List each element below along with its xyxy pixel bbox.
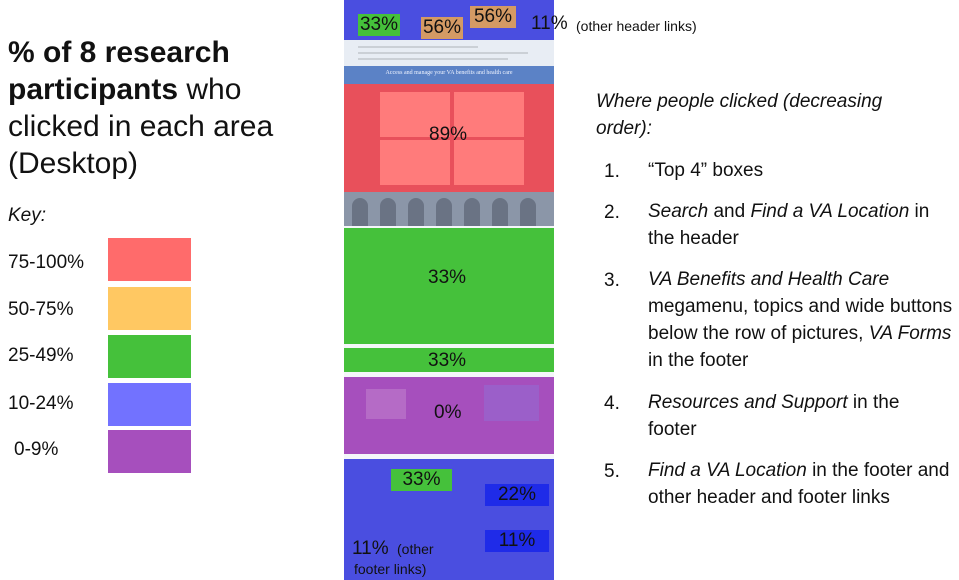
key-range-3: 25-49% <box>8 345 74 366</box>
list-heading: Where people clicked (decreasing order): <box>596 91 883 139</box>
list-item-3-em2: VA Forms <box>868 323 952 344</box>
list-item-3-t1: megamenu, topics and wide buttons below … <box>648 296 953 344</box>
list-item-3-em1: VA Benefits and Health Care <box>648 269 890 290</box>
key-range-1: 75-100% <box>8 252 85 273</box>
list-num-5: 5. <box>604 461 620 482</box>
header-search-badge: 33% <box>358 14 400 36</box>
key-swatch-4 <box>108 383 191 426</box>
key-label: Key: <box>8 205 47 226</box>
list-num-2: 2. <box>604 202 620 223</box>
list-num-3: 3. <box>604 270 620 291</box>
footer-other-pct: 11% <box>352 538 389 559</box>
footer-location-badge: 11% <box>485 530 549 552</box>
promos-region <box>344 377 554 454</box>
list-item-5-em1: Find a VA Location <box>648 460 807 481</box>
title-bold: % of 8 research participants <box>8 36 230 106</box>
list-item-2-t1: and <box>708 201 751 222</box>
screenshot-alert <box>344 40 554 66</box>
header-other-note: (other header links) <box>576 18 697 34</box>
list-item-1-text: “Top 4” boxes <box>648 160 764 181</box>
list-item-5-t1: in the footer and other header and foote… <box>648 460 950 508</box>
screenshot-banner: Access and manage your VA benefits and h… <box>344 66 554 84</box>
key-swatch-3 <box>108 335 191 378</box>
topics-pct: 33% <box>428 267 467 288</box>
header-other-pct: 11% <box>531 13 568 34</box>
header-location-badge: 56% <box>470 6 516 28</box>
promos-pct: 0% <box>434 402 462 423</box>
list-num-4: 4. <box>604 393 620 414</box>
list-item-3: VA Benefits and Health Care megamenu, to… <box>648 266 953 374</box>
key-range-2: 50-75% <box>8 299 74 320</box>
footer-forms-badge: 33% <box>391 469 452 491</box>
header-megamenu-badge: 56% <box>421 17 463 39</box>
key-swatch-1 <box>108 238 191 281</box>
buttons-region <box>344 348 554 372</box>
key-swatch-5 <box>108 430 191 473</box>
footer-resources-badge: 22% <box>485 484 549 506</box>
list-item-2-t2: in the header <box>648 201 930 249</box>
list-item-1: “Top 4” boxes <box>648 157 953 184</box>
footer-other-note-a: (other <box>397 541 434 557</box>
list-num-1: 1. <box>604 161 620 182</box>
title-rest: who clicked in each area (Desktop) <box>8 73 274 180</box>
page-screenshot: Access and manage your VA benefits and h… <box>344 0 554 580</box>
list-item-2-em1: Search <box>648 201 709 222</box>
list-item-5: Find a VA Location in the footer and oth… <box>648 457 953 511</box>
list-item-2-em2: Find a VA Location <box>750 201 910 222</box>
banner-text: Access and manage your VA benefits and h… <box>385 70 513 76</box>
buttons-pct: 33% <box>428 350 467 371</box>
footer-other-note-b: footer links) <box>354 561 427 577</box>
list-item-3-t2: in the footer <box>648 350 749 371</box>
page-title: % of 8 research participants who clicked… <box>8 34 328 182</box>
list-item-4-t1: in the footer <box>648 392 900 440</box>
top4-region <box>344 84 554 192</box>
key-range-4: 10-24% <box>8 393 74 414</box>
list-item-2: Search and Find a VA Location in the hea… <box>648 198 953 252</box>
photo-strip <box>344 192 554 226</box>
list-item-4: Resources and Support in the footer <box>648 389 953 443</box>
topics-region <box>344 228 554 344</box>
list-item-4-em1: Resources and Support <box>648 392 848 413</box>
top4-pct: 89% <box>429 124 468 145</box>
key-swatch-2 <box>108 287 191 330</box>
key-range-5: 0-9% <box>14 439 59 460</box>
